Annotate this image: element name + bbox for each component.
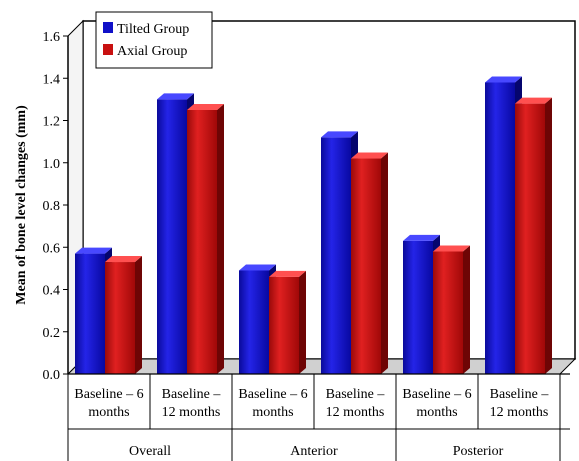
- bar-side: [381, 152, 388, 374]
- x-tick-label: Baseline – 6: [238, 387, 307, 402]
- bar-front: [239, 270, 269, 374]
- legend-swatch: [103, 22, 113, 33]
- x-tick-label: 12 months: [326, 405, 385, 420]
- bar-top: [105, 256, 142, 263]
- legend-swatch: [103, 44, 113, 55]
- group-label: Overall: [129, 444, 171, 459]
- bar-top: [269, 270, 306, 277]
- bar-top: [403, 234, 440, 241]
- plot-area: 0.0 0.2 0.4 0.6 0.8 1.0 1.2 1.4 1.6 Baseline – 6 m…: [43, 19, 577, 461]
- y-tick-label: 0.4: [43, 284, 61, 299]
- bar: [269, 270, 306, 374]
- y-axis-label: Mean of bone level changes (mm): [14, 105, 29, 305]
- x-tick-label: months: [252, 405, 293, 420]
- x-tick-label: Baseline –: [162, 387, 222, 402]
- legend-box: [95, 11, 213, 69]
- x-tick-label: Baseline –: [490, 387, 550, 402]
- bar: [105, 256, 142, 374]
- bar-side: [217, 103, 224, 374]
- bar-top: [433, 245, 470, 252]
- bar: [321, 131, 358, 374]
- bar-top: [157, 93, 194, 100]
- x-tick-label: 12 months: [162, 405, 221, 420]
- bar: [351, 152, 388, 374]
- bar-top: [321, 131, 358, 138]
- bar-top: [351, 152, 388, 159]
- x-tick-label: Baseline – 6: [402, 387, 471, 402]
- bar-front: [187, 109, 217, 374]
- x-tick-label: Baseline –: [326, 387, 386, 402]
- group-label: Anterior: [290, 444, 338, 459]
- x-tick-label: months: [88, 405, 129, 420]
- bar-front: [485, 82, 515, 374]
- bar-front: [105, 262, 135, 374]
- bar-top: [187, 103, 224, 110]
- y-tick-label: 1.0: [43, 157, 61, 172]
- bar-front: [403, 240, 433, 374]
- x-tick-label: Baseline – 6: [74, 387, 143, 402]
- bar-front: [515, 103, 545, 374]
- x-tick-label: months: [416, 405, 457, 420]
- group-label: Posterior: [453, 444, 504, 459]
- bar-top: [75, 247, 112, 254]
- bar: [433, 245, 470, 374]
- y-tick-label: 0.8: [43, 199, 61, 214]
- y-tick-label: 0.6: [43, 241, 61, 256]
- bar-side: [545, 97, 552, 374]
- bar-front: [351, 158, 381, 374]
- bar: [515, 97, 552, 374]
- bar-front: [157, 99, 187, 374]
- legend-entry: Tilted Group: [117, 22, 189, 37]
- y-tick-label: 0.0: [43, 368, 61, 383]
- y-tick-label: 1.2: [43, 115, 61, 130]
- bar-top: [239, 264, 276, 271]
- x-tick-label: 12 months: [490, 405, 549, 420]
- bar-side: [463, 245, 470, 374]
- y-tick-label: 1.4: [43, 72, 61, 87]
- bar-top: [485, 76, 522, 83]
- bar-front: [321, 137, 351, 374]
- bar-side: [299, 270, 306, 374]
- bar-front: [269, 276, 299, 374]
- bar-side: [135, 256, 142, 374]
- bar-top: [515, 97, 552, 104]
- y-tick-label: 1.6: [43, 30, 61, 45]
- legend: Tilted Group Axial Group: [95, 11, 213, 69]
- bar: [187, 103, 224, 374]
- legend-entry: Axial Group: [117, 44, 187, 59]
- y-tick-label: 0.2: [43, 326, 61, 341]
- bar-front: [433, 251, 463, 374]
- bar-front: [75, 253, 105, 374]
